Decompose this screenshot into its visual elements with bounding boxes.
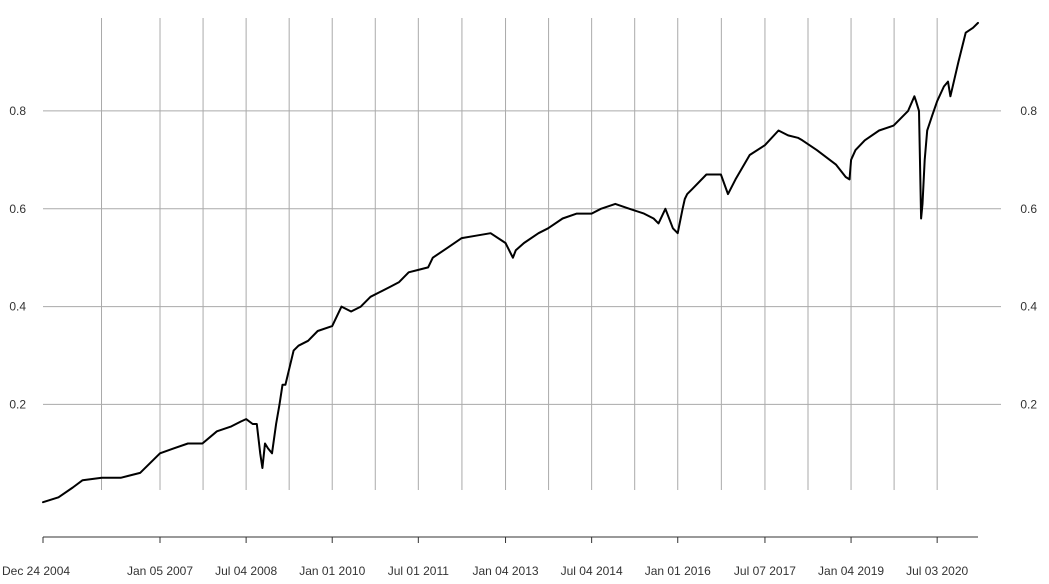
y-axis-left: 0.2 0.4 0.6 0.8 [9, 104, 26, 411]
x-tick-label: Jan 01 2016 [645, 564, 711, 578]
x-tick-label: Jan 04 2019 [818, 564, 884, 578]
y-axis-right: 0.2 0.4 0.6 0.8 [1020, 104, 1037, 411]
x-tick-label: Jan 04 2013 [473, 564, 539, 578]
vertical-gridlines [101, 18, 938, 490]
x-tick-label: Jul 04 2008 [215, 564, 277, 578]
x-tick-label: Jul 01 2011 [388, 564, 449, 578]
x-tick-label: Dec 24 2004 [2, 564, 70, 578]
y-tick-label-left: 0.4 [9, 300, 26, 314]
series-line [42, 21, 979, 504]
y-tick-label-left: 0.6 [9, 202, 26, 216]
x-tick-label: Jul 04 2014 [561, 564, 623, 578]
y-tick-label-right: 0.4 [1020, 300, 1037, 314]
y-tick-label-right: 0.6 [1020, 202, 1037, 216]
y-tick-label-right: 0.2 [1020, 397, 1037, 411]
x-tick-label: Jul 03 2020 [906, 564, 968, 578]
x-axis: Dec 24 2004 Jan 05 2007 Jul 04 2008 Jan 01 … [2, 536, 978, 578]
series-group [42, 21, 979, 504]
horizontal-gridlines [43, 110, 1001, 405]
y-tick-label-right: 0.8 [1020, 104, 1037, 118]
y-tick-label-left: 0.8 [9, 104, 26, 118]
y-tick-label-left: 0.2 [9, 397, 26, 411]
x-tick-label: Jul 07 2017 [734, 564, 796, 578]
x-tick-label: Jan 01 2010 [299, 564, 365, 578]
x-tick-label: Jan 05 2007 [127, 564, 193, 578]
